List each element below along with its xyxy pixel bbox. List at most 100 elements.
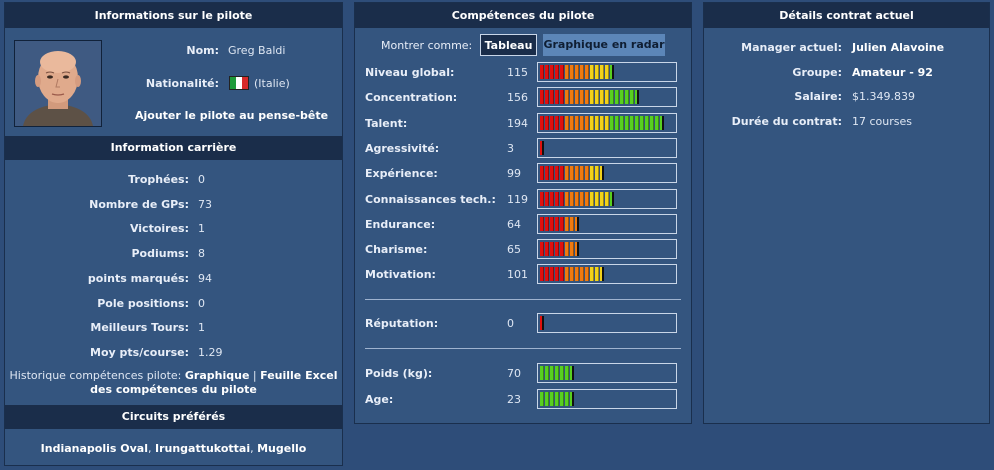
skill-value: 3 [507, 141, 514, 155]
skill-bar-segment [590, 115, 594, 130]
skill-bar-fill [540, 366, 575, 380]
skill-bar [537, 363, 677, 383]
career-stat-label: Moy pts/course: [90, 345, 189, 359]
skill-bar-segment [570, 242, 574, 257]
skill-bar-segment [605, 65, 609, 79]
skill-bar [537, 213, 677, 234]
skill-bar-segment [580, 115, 584, 130]
skill-bar-segment [565, 115, 569, 130]
skill-value: 99 [507, 167, 521, 181]
skill-bar-segment [560, 216, 564, 231]
contract-header: Détails contrat actuel [704, 3, 989, 28]
name-label: Nom: [186, 44, 219, 57]
skill-value: 156 [507, 91, 528, 105]
career-stat-label: Podiums: [131, 247, 189, 261]
skill-bar-segment [570, 191, 574, 206]
skill-bar-segment [610, 90, 614, 105]
skill-bar [537, 239, 677, 260]
skill-value: 0 [507, 317, 514, 330]
skill-bar-segment [575, 191, 579, 206]
skill-label: Connaissances tech.: [365, 192, 496, 206]
skill-bar-segment [565, 267, 569, 282]
history-excel-link[interactable]: Feuille Excel [260, 369, 338, 382]
skill-label: Endurance: [365, 217, 436, 231]
skill-bar-segment [545, 366, 549, 380]
skill-bar-segment [545, 166, 549, 181]
skill-bar-segment [610, 65, 614, 79]
skill-bar-segment [550, 242, 554, 257]
skill-bar-segment [610, 115, 614, 130]
skill-bar-fill [540, 267, 605, 282]
skill-bar-fill [540, 191, 615, 206]
skill-bar-segment [610, 191, 614, 206]
skill-bar-segment [540, 166, 544, 181]
skill-label: Niveau global: [365, 66, 455, 79]
skill-bar-segment [555, 267, 559, 282]
skill-bar-fill [540, 316, 545, 330]
skill-bar-segment [565, 242, 569, 257]
career-stat-value: 94 [198, 271, 212, 285]
career-stat-value: 1 [198, 222, 205, 236]
skill-bar-segment [585, 191, 589, 206]
history-excel-link-line2[interactable]: des compétences du pilote [90, 383, 257, 396]
skill-label: Age: [365, 393, 394, 406]
contract-panel: Détails contrat actuel Manager actuel: Ju… [703, 2, 990, 424]
skill-bar-segment [555, 115, 559, 130]
skill-bar-segment [540, 65, 544, 79]
skill-value: 101 [507, 268, 528, 282]
skill-bar-segment [585, 65, 589, 79]
career-stat-label: Nombre de GPs: [89, 197, 189, 211]
add-to-notes-link[interactable]: Ajouter le pilote au pense-bête [135, 109, 329, 122]
skill-bar-segment [550, 115, 554, 130]
skill-bar-segment [575, 65, 579, 79]
skill-bar-segment [555, 90, 559, 105]
skill-bar-segment [565, 191, 569, 206]
skill-bar-segment [545, 216, 549, 231]
radar-view-button[interactable]: Graphique en radar [543, 34, 665, 56]
skill-bar [537, 313, 677, 333]
skill-label: Charisme: [365, 243, 428, 257]
skill-bar-segment [635, 90, 639, 105]
contract-value: Amateur - 92 [852, 65, 933, 79]
skill-bar-segment [545, 115, 549, 130]
pilot-info-header: Informations sur le pilote [5, 3, 342, 28]
skill-bar-segment [635, 115, 639, 130]
skill-bar [537, 62, 677, 82]
skill-bar-segment [560, 191, 564, 206]
skill-bar-segment [570, 392, 574, 406]
skill-bar-segment [555, 242, 559, 257]
circuit-item: Mugello [257, 442, 307, 455]
contract-value: 17 courses [852, 114, 912, 128]
skill-bar-segment [540, 316, 544, 330]
skill-value: 194 [507, 116, 528, 130]
skill-bar-segment [620, 115, 624, 130]
skill-bar-segment [630, 115, 634, 130]
skill-bar-fill [540, 65, 615, 79]
skill-bar-segment [570, 267, 574, 282]
skill-bar [537, 264, 677, 285]
skill-bar-segment [555, 392, 559, 406]
skill-bar-segment [655, 115, 659, 130]
contract-value: Julien Alavoine [852, 41, 945, 54]
skills-header: Compétences du pilote [355, 3, 691, 28]
skill-bar-segment [545, 90, 549, 105]
skill-label: Talent: [365, 116, 408, 130]
skill-bar-segment [560, 392, 564, 406]
pilot-face-image [15, 41, 101, 126]
skill-bar-segment [600, 115, 604, 130]
show-as-label: Montrer comme: [381, 39, 473, 52]
history-graph-link[interactable]: Graphique [184, 369, 250, 382]
skill-bar-segment [605, 90, 609, 105]
skill-bar-segment [575, 242, 579, 257]
skill-bar-segment [550, 267, 554, 282]
table-view-button[interactable]: Tableau [480, 34, 537, 56]
nationality-label: Nationalité: [145, 77, 219, 90]
skill-bar-segment [580, 191, 584, 206]
skill-bar-segment [600, 267, 604, 282]
skill-label: Motivation: [365, 268, 436, 282]
skill-bar-segment [575, 90, 579, 105]
pilot-avatar [14, 40, 102, 127]
circuit-item: Irungattukottai [154, 442, 251, 455]
skill-bar-segment [595, 115, 599, 130]
skill-bar-segment [575, 115, 579, 130]
